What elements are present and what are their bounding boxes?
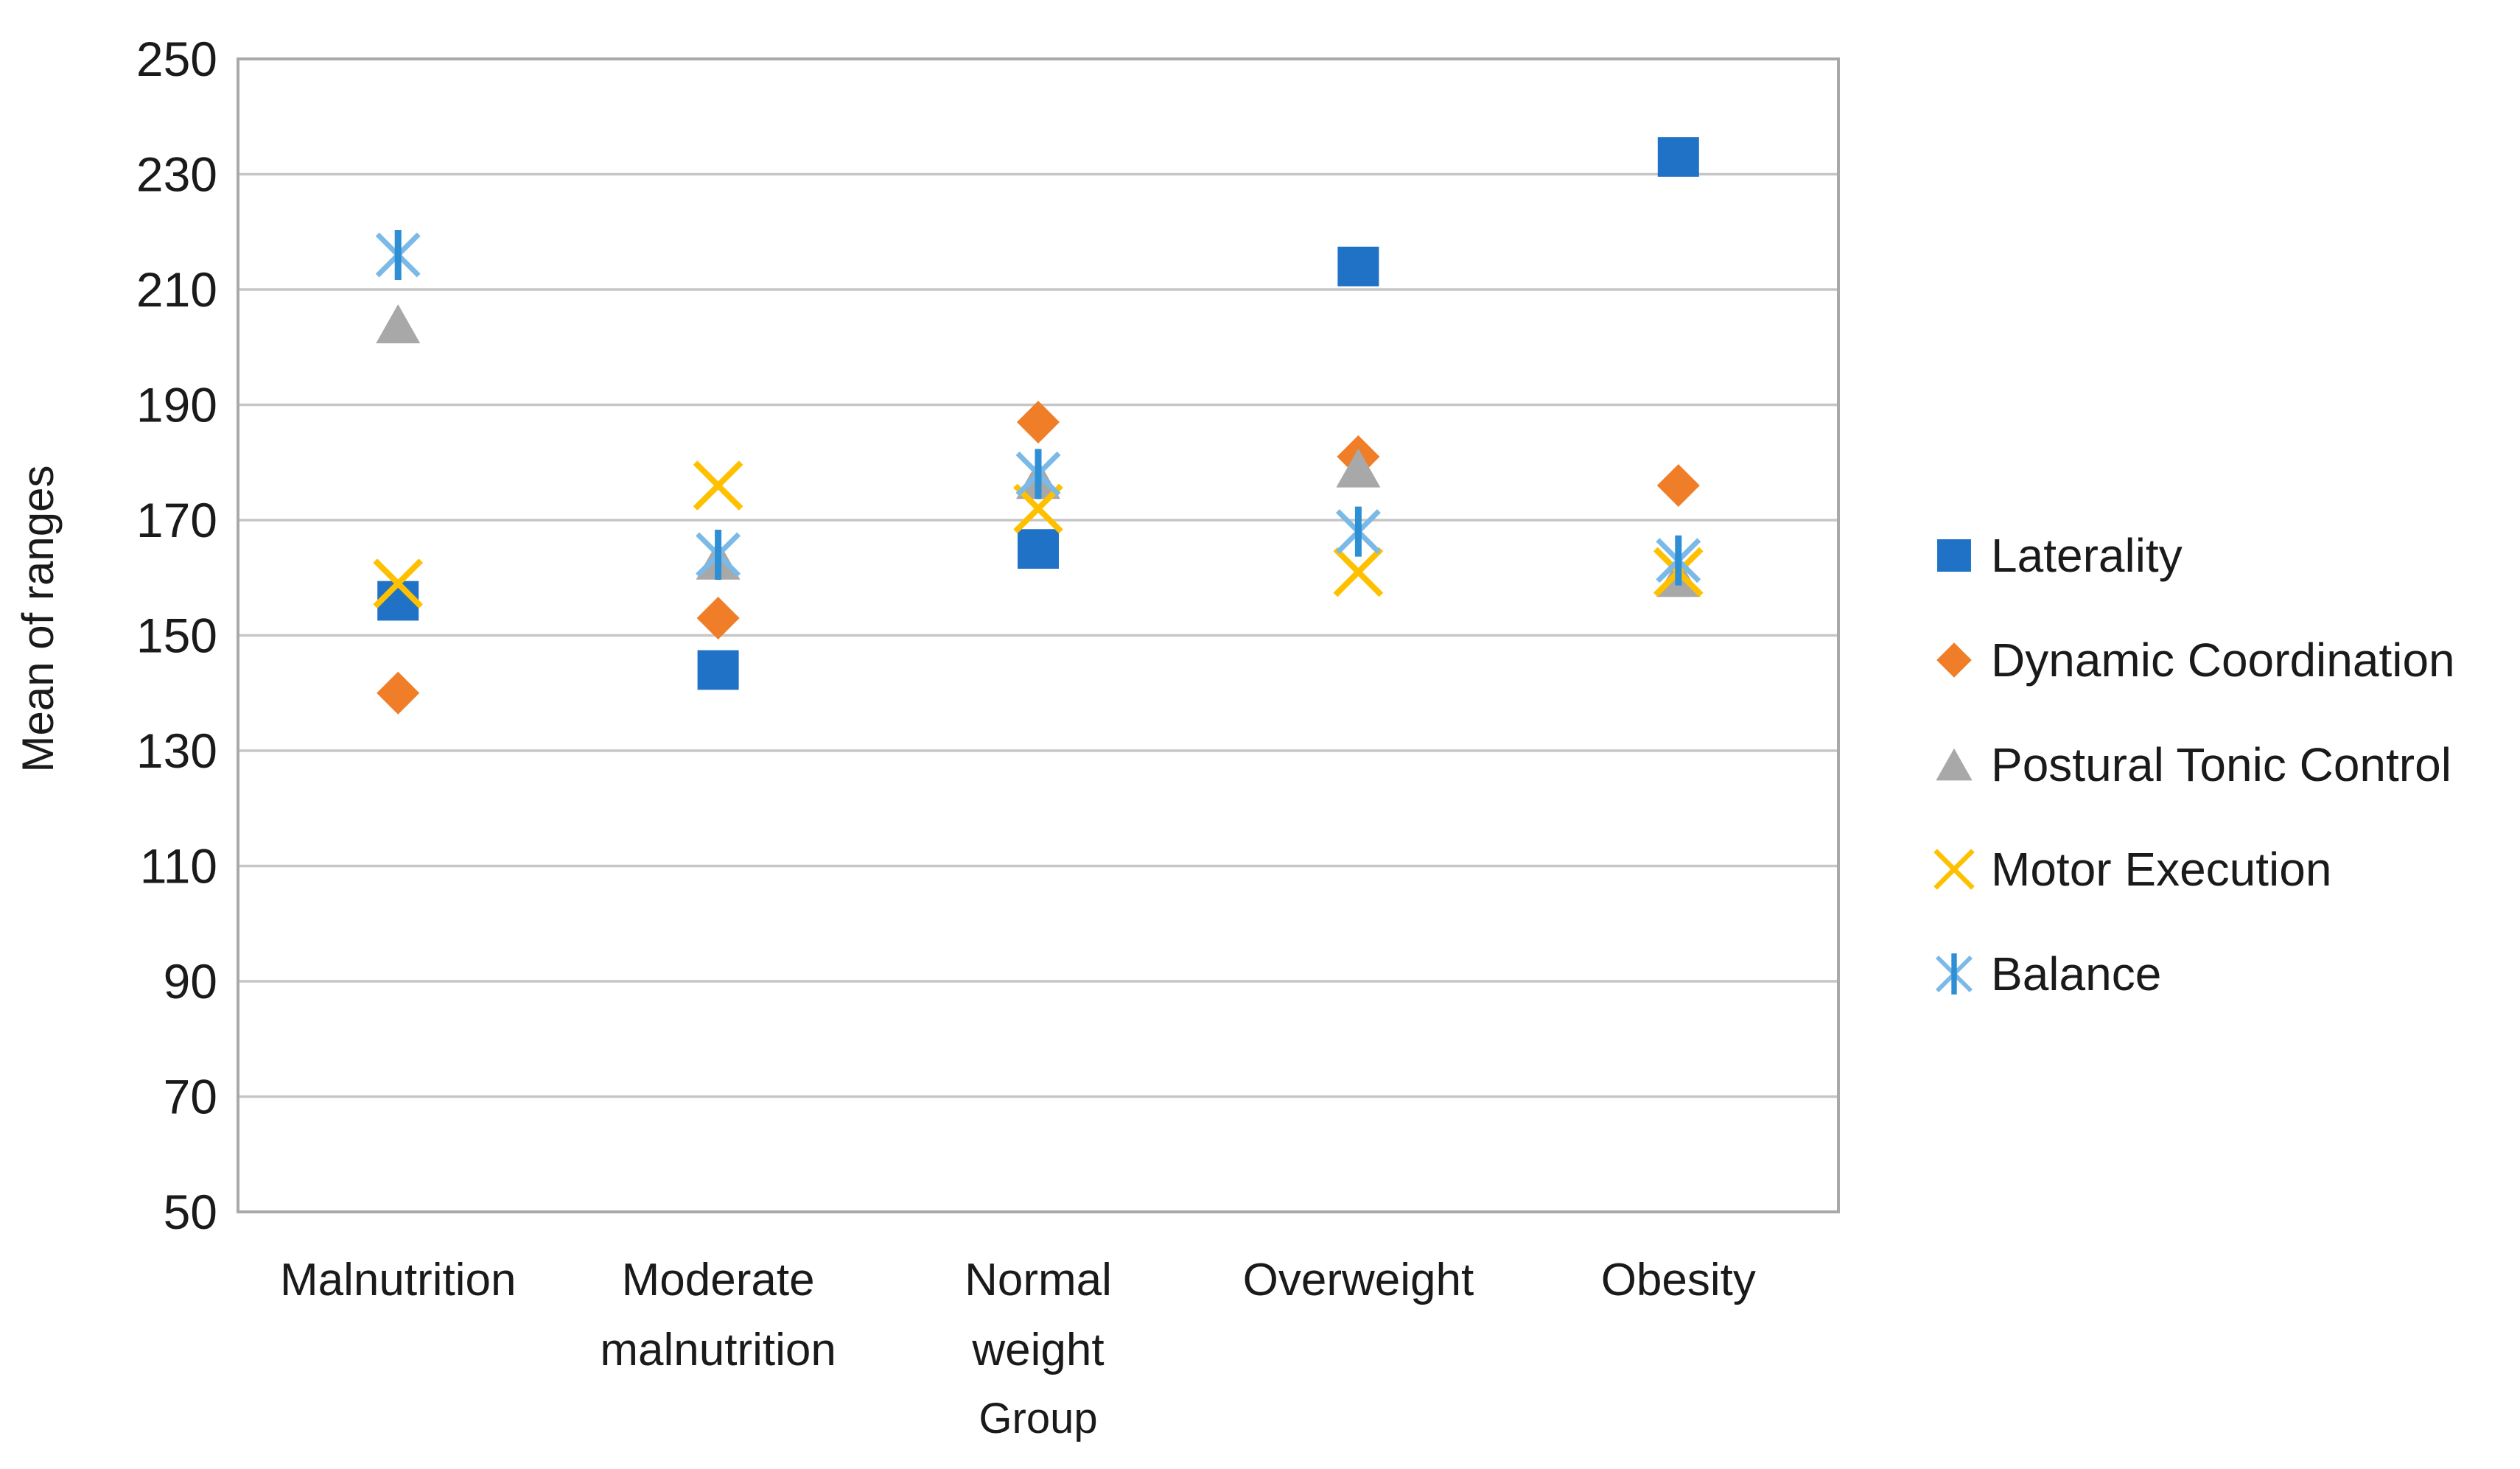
legend-item-balance: Balance <box>1936 947 2161 1000</box>
marker-motor-execution-malnutrition <box>373 558 424 609</box>
marker-balance-obesity <box>1656 535 1701 586</box>
marker-laterality-overweight <box>1337 246 1379 287</box>
y-tick-label-70: 70 <box>164 1070 217 1124</box>
x-category-label-moderate-malnutrition-line2: malnutrition <box>600 1325 836 1375</box>
legend-label-dynamic-coordination: Dynamic Coordination <box>1991 634 2455 687</box>
marker-laterality-obesity-shape <box>1657 137 1699 177</box>
x-category-label-malnutrition: Malnutrition <box>280 1255 516 1305</box>
marker-balance-moderate-malnutrition <box>696 529 741 580</box>
x-category-label-obesity: Obesity <box>1601 1255 1756 1305</box>
legend: Laterality Dynamic Coordination Postural T… <box>1933 529 2455 1000</box>
y-tick-label-110: 110 <box>140 839 217 894</box>
marker-motor-execution-moderate-malnutrition <box>693 460 743 511</box>
y-tick-label-250: 250 <box>136 32 217 86</box>
marker-balance-normal-weight <box>1015 449 1061 499</box>
marker-laterality-normal-weight <box>1018 529 1059 569</box>
legend-label-motor-execution: Motor Execution <box>1991 843 2331 896</box>
marker-postural-tonic-control-overweight-shape <box>1336 448 1381 488</box>
y-tick-label-50: 50 <box>164 1185 217 1239</box>
gridlines-layer <box>237 57 1840 1213</box>
marker-laterality-normal-weight-shape <box>1018 529 1059 569</box>
marker-motor-execution-overweight-shape <box>1333 547 1384 597</box>
legend-item-postural-tonic-control: Postural Tonic Control <box>1936 738 2451 791</box>
marker-laterality-overweight-shape <box>1337 246 1379 287</box>
axis-titles-layer: Mean of ranges Group <box>13 466 1098 1442</box>
marker-postural-tonic-control-malnutrition <box>376 304 421 343</box>
data-markers-layer <box>373 137 1704 715</box>
legend-marker-postural-tonic-control-shape <box>1936 748 1973 781</box>
marker-balance-malnutrition <box>375 230 421 281</box>
marker-dynamic-coordination-normal-weight <box>1017 400 1060 443</box>
legend-label-laterality: Laterality <box>1991 529 2183 582</box>
marker-dynamic-coordination-obesity <box>1656 464 1700 508</box>
x-category-label-normal-weight-line1: Normal <box>965 1255 1112 1305</box>
marker-dynamic-coordination-malnutrition <box>377 671 420 715</box>
y-tick-label-130: 130 <box>136 723 217 778</box>
x-category-label-moderate-malnutrition-line1: Moderate <box>622 1255 815 1305</box>
legend-marker-dynamic-coordination-shape <box>1936 642 1972 678</box>
marker-postural-tonic-control-overweight <box>1336 448 1381 488</box>
y-tick-label-150: 150 <box>136 609 217 663</box>
plot-area-border <box>237 57 1840 1213</box>
marker-postural-tonic-control-malnutrition-shape <box>376 304 421 343</box>
series-balance <box>375 230 1701 586</box>
legend-item-dynamic-coordination: Dynamic Coordination <box>1936 634 2455 687</box>
marker-motor-execution-normal-weight <box>1013 483 1063 534</box>
legend-label-balance: Balance <box>1991 947 2161 1000</box>
marker-dynamic-coordination-moderate-malnutrition <box>696 597 740 640</box>
series-laterality <box>377 137 1699 690</box>
y-tick-label-90: 90 <box>164 954 217 1009</box>
marker-laterality-moderate-malnutrition <box>697 650 739 690</box>
marker-dynamic-coordination-moderate-malnutrition-shape <box>696 597 740 640</box>
legend-marker-motor-execution <box>1933 849 1975 890</box>
marker-motor-execution-malnutrition-shape <box>373 558 424 609</box>
marker-dynamic-coordination-obesity-shape <box>1656 464 1700 508</box>
x-category-label-normal-weight-line2: weight <box>971 1325 1104 1375</box>
x-category-label-overweight: Overweight <box>1243 1255 1474 1305</box>
legend-marker-laterality <box>1937 539 1971 572</box>
marker-laterality-moderate-malnutrition-shape <box>697 650 739 690</box>
y-tick-label-230: 230 <box>136 147 217 202</box>
legend-marker-motor-execution-shape <box>1933 849 1975 890</box>
y-tick-label-210: 210 <box>136 262 217 317</box>
y-tick-label-170: 170 <box>136 493 217 547</box>
legend-item-laterality: Laterality <box>1937 529 2183 582</box>
legend-marker-balance <box>1936 953 1973 995</box>
y-axis-title: Mean of ranges <box>13 466 63 773</box>
marker-dynamic-coordination-normal-weight-shape <box>1017 400 1060 443</box>
legend-marker-postural-tonic-control <box>1936 748 1973 781</box>
legend-item-motor-execution: Motor Execution <box>1933 843 2331 896</box>
marker-laterality-obesity <box>1657 137 1699 177</box>
marker-motor-execution-overweight <box>1333 547 1384 597</box>
marker-motor-execution-moderate-malnutrition-shape <box>693 460 743 511</box>
marker-balance-overweight <box>1335 506 1381 557</box>
marker-dynamic-coordination-malnutrition-shape <box>377 671 420 715</box>
y-tick-label-190: 190 <box>136 378 217 432</box>
x-axis-title: Group <box>979 1395 1097 1442</box>
legend-marker-dynamic-coordination <box>1936 642 1972 678</box>
axis-ticks-layer: 50 70 90 110 130 150 170 190 210 230 250 Malnutriti… <box>136 32 1756 1375</box>
legend-marker-laterality-shape <box>1937 539 1971 572</box>
legend-label-postural-tonic-control: Postural Tonic Control <box>1991 738 2451 791</box>
marker-motor-execution-normal-weight-shape <box>1013 483 1063 534</box>
